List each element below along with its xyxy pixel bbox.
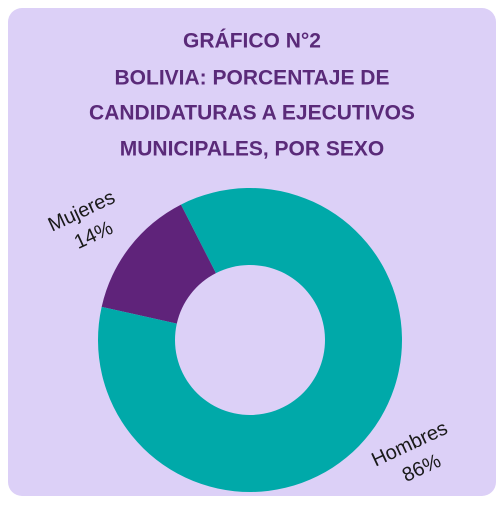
chart-subtitle: BOLIVIA: PORCENTAJE DE [115, 67, 390, 90]
donut-slice [97, 187, 403, 492]
chart-title: GRÁFICO N°2 [183, 30, 321, 53]
chart-subtitle: CANDIDATURAS A EJECUTIVOS [89, 102, 415, 125]
chart-subtitle: MUNICIPALES, POR SEXO [120, 138, 384, 161]
donut-slice [101, 204, 216, 324]
